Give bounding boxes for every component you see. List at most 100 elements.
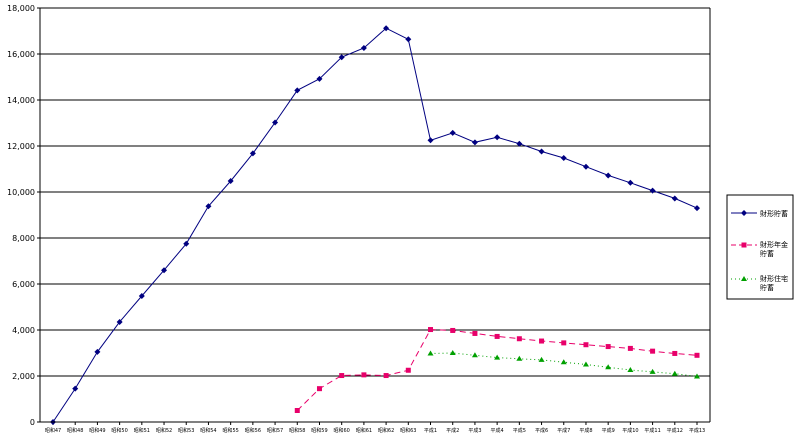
x-tick-label-27: 平成11 <box>644 427 660 434</box>
series-1-point-18 <box>427 137 434 144</box>
plot-area <box>50 25 700 425</box>
series-2-point-19 <box>694 352 700 358</box>
series-1-point-4 <box>116 318 123 325</box>
legend-label-1: 財形貯蓄 <box>760 209 788 218</box>
series-1-point-11 <box>272 119 279 126</box>
x-tick-label-3: 昭和50 <box>111 427 127 434</box>
x-tick-label-0: 昭和47 <box>45 427 61 434</box>
series-2-point-12 <box>539 338 545 344</box>
x-tick-label-14: 昭和61 <box>356 427 372 434</box>
series-2-point-13 <box>561 340 567 346</box>
series-1-point-26 <box>605 172 612 179</box>
series-2-point-11 <box>516 336 522 342</box>
x-tick-label-11: 昭和58 <box>289 427 305 434</box>
series-1-point-25 <box>582 163 589 170</box>
x-tick-label-10: 昭和57 <box>267 427 283 434</box>
series-1-point-27 <box>627 179 634 186</box>
series-1-point-19 <box>449 129 456 136</box>
x-tick-label-7: 昭和54 <box>200 427 216 434</box>
series-1-point-6 <box>161 267 168 274</box>
x-tick-label-13: 昭和60 <box>334 427 350 434</box>
series-2 <box>294 327 700 413</box>
series-2-point-3 <box>339 373 345 379</box>
series-2-point-17 <box>650 348 656 354</box>
x-tick-label-20: 平成4 <box>491 427 504 434</box>
y-tick-label-4: 8,000 <box>12 234 35 243</box>
series-3-point-7 <box>560 359 567 365</box>
legend-label-3a: 財形住宅 <box>760 274 788 283</box>
x-tick-label-15: 昭和62 <box>378 427 394 434</box>
series-3 <box>427 350 700 379</box>
x-tick-label-12: 昭和59 <box>311 427 327 434</box>
x-tick-label-18: 平成2 <box>446 427 459 434</box>
series-1-point-20 <box>471 139 478 146</box>
x-tick-label-8: 昭和55 <box>222 427 238 434</box>
legend-box <box>726 194 794 300</box>
series-3-point-12 <box>671 370 678 376</box>
y-tick-label-0: 0 <box>30 418 35 427</box>
series-2-point-7 <box>428 327 434 333</box>
series-2-point-15 <box>605 344 611 350</box>
x-tick-label-9: 昭和56 <box>245 427 261 434</box>
series-2-point-5 <box>383 373 389 379</box>
series-1-point-28 <box>649 187 656 194</box>
series-2-point-1 <box>294 408 300 413</box>
x-tick-label-1: 昭和48 <box>67 427 83 434</box>
legend-label-2a: 財形年金 <box>760 240 788 249</box>
x-tick-label-22: 平成6 <box>535 427 548 434</box>
series-2-point-4 <box>361 372 367 378</box>
x-tick-label-25: 平成9 <box>602 427 615 434</box>
series-1-point-17 <box>405 36 412 43</box>
x-tick-label-5: 昭和52 <box>156 427 172 434</box>
legend-marker-1 <box>741 210 747 216</box>
legend-label-3b: 貯蓄 <box>760 283 774 292</box>
series-3-point-8 <box>582 361 589 367</box>
series-2-point-6 <box>405 367 411 373</box>
x-tick-label-26: 平成10 <box>622 427 638 434</box>
series-line-1 <box>52 27 698 423</box>
x-tick-label-23: 平成7 <box>557 427 570 434</box>
y-tick-label-3: 6,000 <box>12 280 35 289</box>
legend-item-3: 財形住宅 貯蓄 <box>731 274 788 292</box>
series-2-point-2 <box>316 386 322 392</box>
x-tick-label-6: 昭和53 <box>178 427 194 434</box>
series-1-point-10 <box>249 150 256 157</box>
series-1-point-15 <box>360 45 367 52</box>
series-1-point-9 <box>227 177 234 184</box>
x-tick-label-29: 平成13 <box>689 427 705 434</box>
y-axis-ticks: 0 2,000 4,000 6,000 8,000 10,000 12,000 14,000 1… <box>7 4 40 427</box>
x-tick-label-21: 平成5 <box>513 427 526 434</box>
y-tick-label-5: 10,000 <box>7 188 35 197</box>
series-1-point-14 <box>338 54 345 61</box>
series-1-point-24 <box>560 154 567 161</box>
series-2-point-16 <box>627 345 633 351</box>
series-1-point-7 <box>183 240 190 247</box>
y-tick-label-8: 16,000 <box>7 50 35 59</box>
series-1-point-3 <box>94 348 101 355</box>
legend-marker-3 <box>741 276 747 281</box>
series-3-point-6 <box>538 356 545 362</box>
series-1-point-16 <box>383 25 390 32</box>
series-2-point-10 <box>494 333 500 339</box>
x-tick-label-4: 昭和51 <box>134 427 150 434</box>
series-2-point-9 <box>472 330 478 336</box>
x-tick-label-16: 昭和63 <box>400 427 416 434</box>
series-2-point-14 <box>583 342 589 348</box>
x-tick-label-28: 平成12 <box>667 427 683 434</box>
series-1-point-29 <box>671 195 678 202</box>
legend-item-2: 財形年金 貯蓄 <box>731 240 788 258</box>
series-3-point-11 <box>649 368 656 374</box>
y-tick-label-2: 4,000 <box>12 326 35 335</box>
y-tick-label-1: 2,000 <box>12 372 35 381</box>
series-3-point-1 <box>427 350 434 356</box>
series-1-point-13 <box>316 75 323 82</box>
x-tick-label-19: 平成3 <box>468 427 481 434</box>
y-tick-label-9: 18,000 <box>7 4 35 13</box>
legend-item-1: 財形貯蓄 <box>731 209 788 218</box>
legend: 財形貯蓄 財形年金 貯蓄 財形住宅 貯蓄 <box>726 194 794 300</box>
series-3-point-13 <box>694 373 700 379</box>
series-3-point-3 <box>471 352 478 358</box>
series-3-point-5 <box>516 355 523 361</box>
